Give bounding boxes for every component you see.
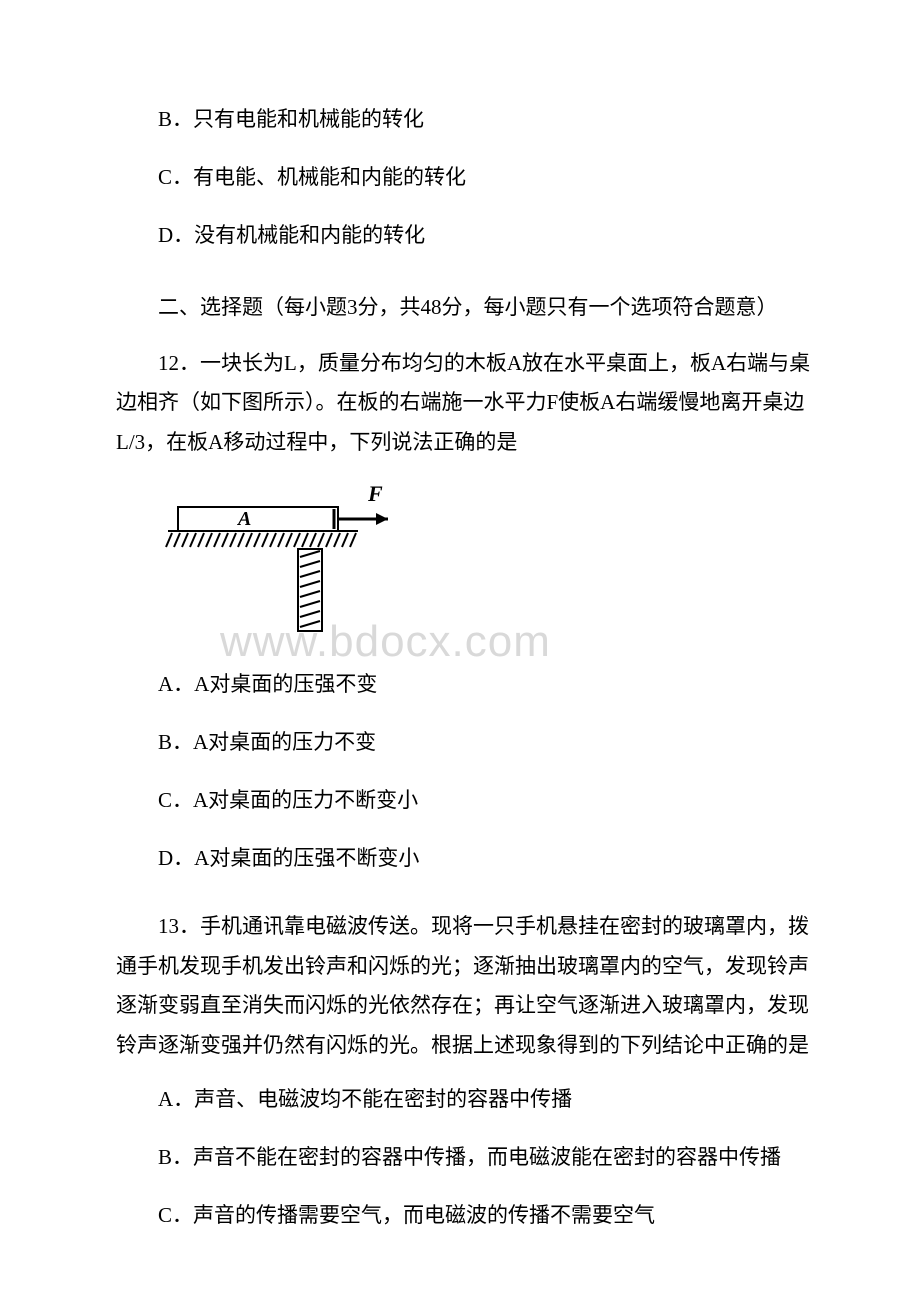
q12-figure: A F	[158, 477, 820, 651]
svg-text:F: F	[367, 481, 383, 506]
svg-text:A: A	[236, 508, 251, 530]
q11-option-b: B．只有电能和机械能的转化	[158, 100, 820, 140]
q13-option-c: C．声音的传播需要空气，而电磁波的传播不需要空气	[158, 1196, 820, 1236]
q12-option-a: A．A对桌面的压强不变	[158, 665, 820, 705]
section-2-heading: 二、选择题（每小题3分，共48分，每小题只有一个选项符合题意）	[116, 288, 820, 328]
q12-option-c: C．A对桌面的压力不断变小	[158, 781, 820, 821]
q12-option-b: B．A对桌面的压力不变	[158, 723, 820, 763]
q12-option-d: D．A对桌面的压强不断变小	[158, 839, 820, 879]
q11-option-c: C．有电能、机械能和内能的转化	[158, 158, 820, 198]
q13-stem: 13．手机通讯靠电磁波传送。现将一只手机悬挂在密封的玻璃罩内，拨通手机发现手机发…	[116, 907, 820, 1067]
q13-option-a: A．声音、电磁波均不能在密封的容器中传播	[158, 1080, 820, 1120]
q13-option-b: B．声音不能在密封的容器中传播，而电磁波能在密封的容器中传播	[116, 1138, 820, 1178]
q12-stem: 12．一块长为L，质量分布均匀的木板A放在水平桌面上，板A右端与桌边相齐（如下图…	[116, 344, 820, 464]
document-content: B．只有电能和机械能的转化 C．有电能、机械能和内能的转化 D．没有机械能和内能…	[100, 100, 820, 1236]
q11-option-d: D．没有机械能和内能的转化	[158, 216, 820, 256]
